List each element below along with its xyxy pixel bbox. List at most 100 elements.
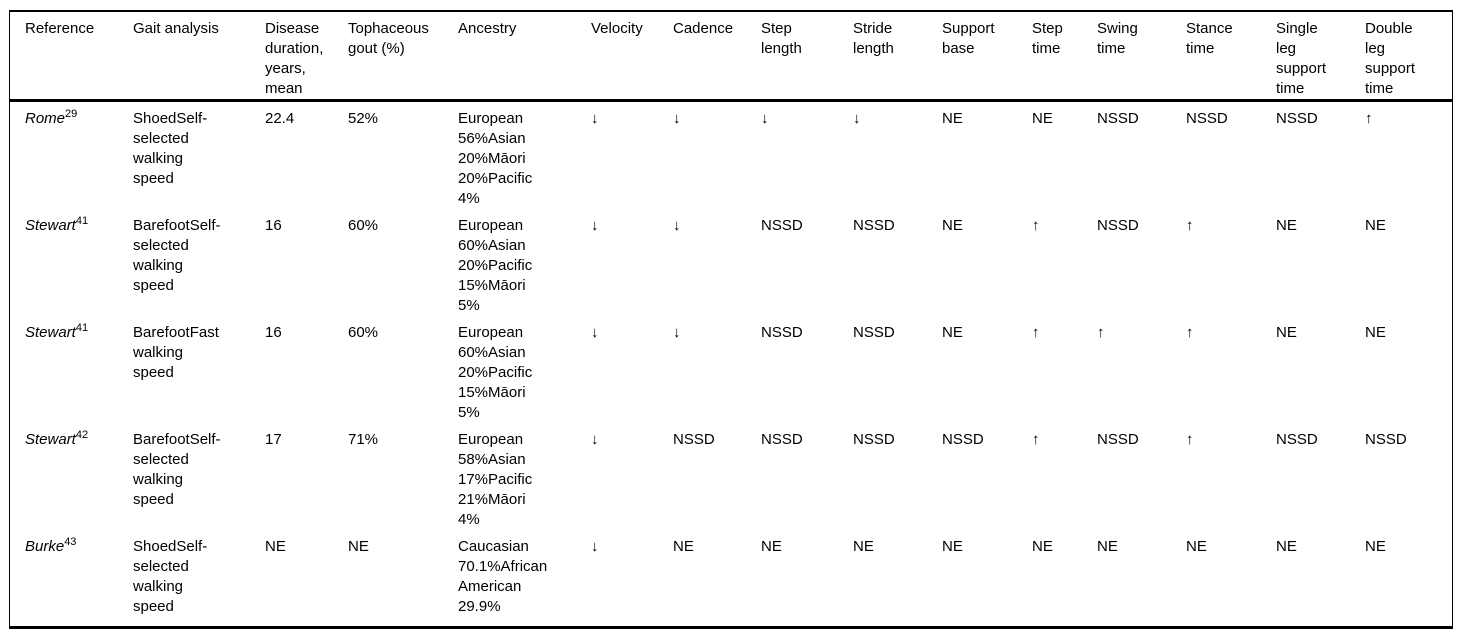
col-header-step-time: Step time xyxy=(1032,12,1097,102)
cell-single-leg-support-time: NE xyxy=(1276,324,1297,341)
cell-stance-time: NSSD xyxy=(1186,110,1228,127)
cell-single-leg-support-time: NE xyxy=(1276,538,1297,555)
cell-step-time: NE xyxy=(1032,538,1053,555)
cell-disease-duration: 22.4 xyxy=(265,110,295,127)
cell-single-leg-support-time: NE xyxy=(1276,217,1297,234)
cell-support-base: NE xyxy=(942,217,963,234)
col-header-single-leg-support-time: Single leg support time xyxy=(1276,12,1365,102)
cell-velocity: ↓ xyxy=(591,324,599,341)
cell-step-time: ↑ xyxy=(1032,431,1040,448)
cell-stance-time: ↑ xyxy=(1186,217,1194,234)
cell-tophaceous-gout: 52% xyxy=(348,110,379,127)
cell-tophaceous-gout: NE xyxy=(348,538,369,555)
cell-velocity: ↓ xyxy=(591,217,599,234)
gait-analysis-table: Reference Gait analysis Disease duration… xyxy=(10,12,1452,626)
cell-double-leg-support-time: NSSD xyxy=(1365,431,1407,448)
cell-stride-length: ↓ xyxy=(853,110,861,127)
reference-name: Burke xyxy=(25,538,65,555)
col-header-stride-length: Stride length xyxy=(853,12,942,102)
reference-name: Rome xyxy=(25,110,66,127)
cell-swing-time: NSSD xyxy=(1097,431,1139,448)
cell-step-length: ↓ xyxy=(761,110,769,127)
cell-ancestry: European 56%Asian 20%Māori 20%Pacific 4% xyxy=(458,110,533,207)
col-header-ancestry: Ancestry xyxy=(458,12,591,102)
table-header: Reference Gait analysis Disease duration… xyxy=(10,12,1452,102)
reference-name: Stewart xyxy=(25,217,76,234)
cell-step-time: NE xyxy=(1032,110,1053,127)
cell-support-base: NE xyxy=(942,110,963,127)
cell-gait-analysis: ShoedSelf- selected walking speed xyxy=(133,538,208,615)
cell-cadence: ↓ xyxy=(673,217,681,234)
col-header-reference: Reference xyxy=(10,12,133,102)
cell-velocity: ↓ xyxy=(591,110,599,127)
cell-velocity: ↓ xyxy=(591,431,599,448)
cell-step-time: ↑ xyxy=(1032,217,1040,234)
cell-support-base: NSSD xyxy=(942,431,984,448)
cell-stride-length: NE xyxy=(853,538,874,555)
cell-double-leg-support-time: NE xyxy=(1365,538,1386,555)
cell-gait-analysis: BarefootFast walking speed xyxy=(133,324,219,381)
cell-swing-time: NSSD xyxy=(1097,110,1139,127)
cell-gait-analysis: BarefootSelf- selected walking speed xyxy=(133,431,221,508)
cell-step-length: NSSD xyxy=(761,431,803,448)
header-row: Reference Gait analysis Disease duration… xyxy=(10,12,1452,102)
cell-single-leg-support-time: NSSD xyxy=(1276,110,1318,127)
col-header-gait-analysis: Gait analysis xyxy=(133,12,265,102)
cell-velocity: ↓ xyxy=(591,538,599,555)
reference-name: Stewart xyxy=(25,431,76,448)
cell-tophaceous-gout: 60% xyxy=(348,217,379,234)
col-header-stance-time: Stance time xyxy=(1186,12,1276,102)
cell-gait-analysis: BarefootSelf- selected walking speed xyxy=(133,217,221,294)
cell-cadence: NSSD xyxy=(673,431,715,448)
cell-single-leg-support-time: NSSD xyxy=(1276,431,1318,448)
cell-double-leg-support-time: NE xyxy=(1365,217,1386,234)
reference-citation-number: 41 xyxy=(75,215,89,227)
cell-step-time: ↑ xyxy=(1032,324,1040,341)
cell-reference: Stewart41 xyxy=(10,209,133,316)
cell-swing-time: NE xyxy=(1097,538,1118,555)
table-body: Rome29 ShoedSelf- selected walking speed… xyxy=(10,101,1452,627)
cell-step-length: NSSD xyxy=(761,324,803,341)
cell-reference: Rome29 xyxy=(10,101,133,210)
cell-step-length: NE xyxy=(761,538,782,555)
cell-swing-time: NSSD xyxy=(1097,217,1139,234)
cell-stride-length: NSSD xyxy=(853,217,895,234)
cell-cadence: NE xyxy=(673,538,694,555)
cell-stride-length: NSSD xyxy=(853,324,895,341)
cell-disease-duration: 16 xyxy=(265,324,282,341)
reference-name: Stewart xyxy=(25,324,76,341)
table-row: Burke43 ShoedSelf- selected walking spee… xyxy=(10,530,1452,626)
col-header-disease-duration: Disease duration, years, mean xyxy=(265,12,348,102)
cell-disease-duration: NE xyxy=(265,538,286,555)
cell-reference: Stewart41 xyxy=(10,316,133,423)
cell-cadence: ↓ xyxy=(673,324,681,341)
cell-ancestry: European 60%Asian 20%Pacific 15%Māori 5% xyxy=(458,217,533,314)
col-header-cadence: Cadence xyxy=(673,12,761,102)
cell-support-base: NE xyxy=(942,324,963,341)
cell-gait-analysis: ShoedSelf- selected walking speed xyxy=(133,110,208,187)
col-header-step-length: Step length xyxy=(761,12,853,102)
cell-ancestry: Caucasian 70.1%African American 29.9% xyxy=(458,538,548,615)
col-header-tophaceous-gout: Tophaceous gout (%) xyxy=(348,12,458,102)
cell-ancestry: European 58%Asian 17%Pacific 21%Māori 4% xyxy=(458,431,533,528)
cell-stance-time: NE xyxy=(1186,538,1207,555)
table-frame: Reference Gait analysis Disease duration… xyxy=(9,10,1453,629)
cell-stance-time: ↑ xyxy=(1186,431,1194,448)
cell-reference: Burke43 xyxy=(10,530,133,626)
reference-citation-number: 29 xyxy=(65,108,78,120)
cell-tophaceous-gout: 71% xyxy=(348,431,379,448)
reference-citation-number: 43 xyxy=(64,536,77,548)
cell-disease-duration: 16 xyxy=(265,217,282,234)
col-header-swing-time: Swing time xyxy=(1097,12,1186,102)
col-header-double-leg-support-time: Double leg support time xyxy=(1365,12,1452,102)
cell-double-leg-support-time: ↑ xyxy=(1365,110,1373,127)
reference-citation-number: 42 xyxy=(75,429,89,441)
col-header-velocity: Velocity xyxy=(591,12,673,102)
table-row: Stewart41 BarefootSelf- selected walking… xyxy=(10,209,1452,316)
table-row: Stewart42 BarefootSelf- selected walking… xyxy=(10,423,1452,530)
cell-double-leg-support-time: NE xyxy=(1365,324,1386,341)
cell-reference: Stewart42 xyxy=(10,423,133,530)
cell-cadence: ↓ xyxy=(673,110,681,127)
cell-stride-length: NSSD xyxy=(853,431,895,448)
cell-step-length: NSSD xyxy=(761,217,803,234)
